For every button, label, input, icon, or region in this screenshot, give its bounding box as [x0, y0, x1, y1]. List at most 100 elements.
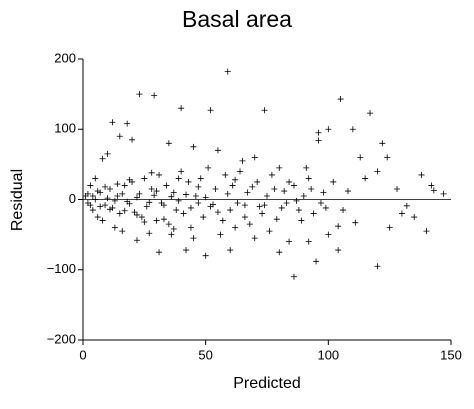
x-tick-label: 50 — [198, 347, 212, 362]
scatter-point — [271, 185, 278, 192]
scatter-point — [224, 190, 231, 197]
scatter-point — [286, 178, 293, 185]
scatter-point — [131, 209, 138, 216]
scatter-point — [229, 182, 236, 189]
scatter-point — [320, 189, 327, 196]
scatter-point — [116, 133, 123, 140]
scatter-point — [104, 150, 111, 157]
scatter-point — [251, 235, 258, 242]
scatter-point — [146, 199, 153, 206]
scatter-point — [136, 190, 143, 197]
scatter-point — [330, 178, 337, 185]
scatter-point — [234, 200, 241, 207]
scatter-point — [254, 178, 261, 185]
scatter-point — [232, 224, 239, 231]
scatter-point — [114, 181, 121, 188]
scatter-point — [300, 192, 307, 199]
scatter-point — [303, 164, 310, 171]
scatter-point — [290, 273, 297, 280]
scatter-point — [163, 182, 170, 189]
scatter-point — [403, 202, 410, 209]
scatter-point — [273, 216, 280, 223]
scatter-point — [305, 238, 312, 245]
scatter-point — [237, 168, 244, 175]
scatter-point — [109, 204, 116, 211]
scatter-point — [293, 197, 300, 204]
scatter-point — [119, 228, 126, 235]
scatter-point — [398, 210, 405, 217]
scatter-point — [156, 249, 163, 256]
scatter-point — [315, 137, 322, 144]
scatter-point — [160, 216, 167, 223]
scatter-point — [244, 189, 251, 196]
scatter-point — [286, 238, 293, 245]
scatter-point — [295, 207, 302, 214]
scatter-point — [374, 263, 381, 270]
scatter-point — [151, 92, 158, 99]
scatter-point — [146, 230, 153, 237]
scatter-point — [84, 190, 91, 197]
scatter-point — [325, 126, 332, 133]
scatter-point — [106, 185, 113, 192]
scatter-point — [97, 203, 104, 210]
scatter-point — [92, 175, 99, 182]
scatter-point — [165, 221, 172, 228]
scatter-point — [212, 185, 219, 192]
scatter-point — [239, 157, 246, 164]
scatter-point — [249, 183, 256, 190]
scatter-point — [423, 228, 430, 235]
y-axis-label: Residual — [9, 169, 26, 231]
scatter-point — [298, 217, 305, 224]
x-tick-label: 150 — [440, 347, 462, 362]
scatter-point — [317, 200, 324, 207]
x-tick-label: 100 — [317, 347, 339, 362]
scatter-point — [99, 217, 106, 224]
scatter-point — [217, 231, 224, 238]
scatter-point — [256, 203, 263, 210]
scatter-point — [222, 171, 229, 178]
scatter-point — [89, 207, 96, 214]
scatter-point — [310, 210, 317, 217]
scatter-point — [153, 217, 160, 224]
scatter-point — [340, 207, 347, 214]
scatter-point — [168, 193, 175, 200]
scatter-point — [259, 210, 266, 217]
scatter-point — [268, 171, 275, 178]
scatter-point — [183, 247, 190, 254]
scatter-point — [187, 224, 194, 231]
scatter-point — [133, 194, 140, 201]
scatter-point — [119, 190, 126, 197]
scatter-point — [168, 231, 175, 238]
scatter-point — [241, 214, 248, 221]
scatter-point — [276, 249, 283, 256]
scatter-point — [109, 119, 116, 126]
scatter-point — [205, 164, 212, 171]
scatter-point — [175, 175, 182, 182]
scatter-point — [335, 247, 342, 254]
scatter-point — [111, 224, 118, 231]
scatter-point — [148, 169, 155, 176]
scatter-point — [175, 197, 182, 204]
scatter-point — [362, 175, 369, 182]
scatter-point — [192, 192, 199, 199]
scatter-point — [261, 107, 268, 114]
chart-title: Basal area — [182, 6, 292, 32]
scatter-point — [138, 214, 145, 221]
scatter-point — [126, 176, 133, 183]
scatter-point — [386, 224, 393, 231]
scatter-point — [210, 201, 217, 208]
scatter-point — [281, 188, 288, 195]
scatter-point — [308, 185, 315, 192]
scatter-point — [97, 189, 104, 196]
scatter-point — [411, 214, 418, 221]
scatter-point — [428, 182, 435, 189]
scatter-point — [143, 203, 150, 210]
scatter-point — [133, 237, 140, 244]
scatter-point — [178, 168, 185, 175]
scatter-point — [170, 226, 177, 233]
scatter-point — [200, 214, 207, 221]
scatter-point — [136, 91, 143, 98]
scatter-point — [335, 223, 342, 230]
x-tick-label: 0 — [79, 347, 86, 362]
scatter-point — [153, 188, 160, 195]
